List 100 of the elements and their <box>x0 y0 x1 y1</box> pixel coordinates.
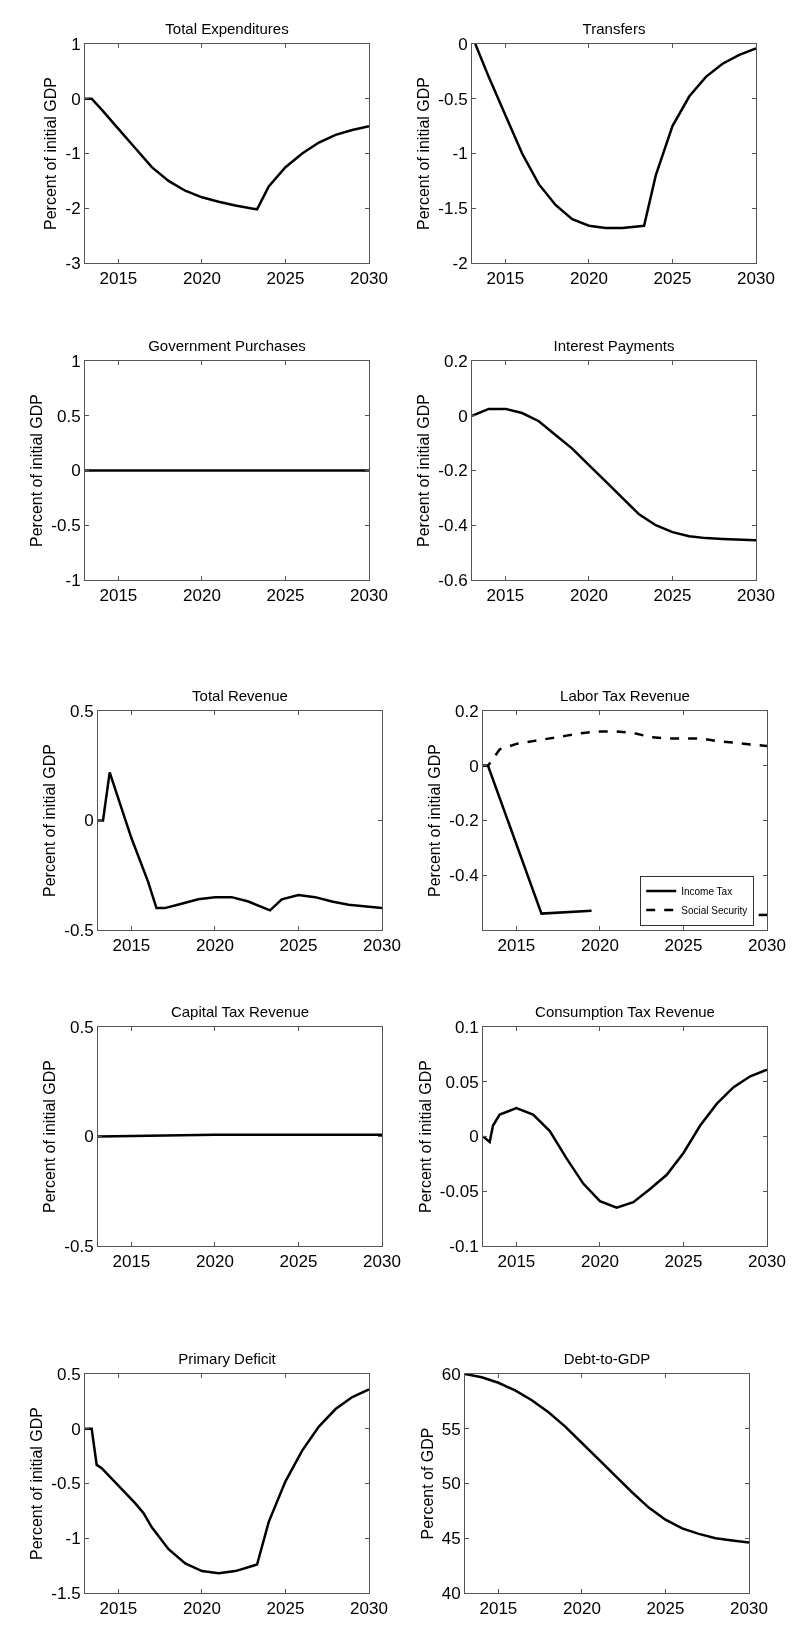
y-tick-label: 0 <box>71 1419 81 1439</box>
x-tick-label: 2025 <box>653 269 692 289</box>
y-tick-label: 0.5 <box>56 406 81 426</box>
line-series <box>98 771 382 912</box>
x-tick-label: 2015 <box>497 936 536 956</box>
y-tick-label: -0.5 <box>64 1236 94 1256</box>
y-tick-label: 0.05 <box>445 1072 479 1092</box>
line-series <box>85 97 369 211</box>
y-tick-label: -0.05 <box>439 1182 479 1202</box>
y-tick-label: 55 <box>441 1419 461 1439</box>
y-axis-title: Percent of initial GDP <box>415 394 433 547</box>
y-tick-label: -1 <box>65 1529 81 1549</box>
y-tick-label: -1 <box>65 144 81 164</box>
y-tick-label: -1.5 <box>438 199 468 219</box>
x-tick-label: 2015 <box>486 586 525 606</box>
y-tick-label: -3 <box>65 253 81 273</box>
y-tick-label: 50 <box>441 1474 461 1494</box>
y-tick-label: 0.5 <box>69 1017 94 1037</box>
x-tick-label: 2015 <box>99 586 138 606</box>
y-tick-label: -0.5 <box>51 1474 81 1494</box>
x-tick-label: 2025 <box>664 936 703 956</box>
x-tick-label: 2030 <box>350 1599 388 1619</box>
x-tick-label: 2020 <box>563 1599 601 1619</box>
y-axis-title: Percent of GDP <box>418 1427 436 1540</box>
x-tick-label: 2025 <box>646 1599 685 1619</box>
x-tick-label: 2015 <box>112 1252 151 1272</box>
y-tick-label: 0 <box>469 1127 479 1147</box>
y-tick-label: -0.4 <box>438 516 468 536</box>
y-tick-label: 0 <box>71 461 81 481</box>
x-tick-label: 2015 <box>479 1599 518 1619</box>
y-tick-label: 0.5 <box>69 701 94 721</box>
line-series <box>474 44 756 230</box>
chart-title: Primary Deficit <box>178 1350 277 1367</box>
x-tick-label: 2030 <box>363 1252 401 1272</box>
y-tick-label: -0.4 <box>449 866 479 886</box>
y-tick-label: -0.2 <box>438 461 468 481</box>
x-tick-label: 2030 <box>748 936 786 956</box>
line-series <box>465 1374 749 1544</box>
x-tick-label: 2025 <box>279 1252 318 1272</box>
chart-title: Capital Tax Revenue <box>170 1003 310 1020</box>
y-axis-title: Percent of initial GDP <box>415 77 433 230</box>
y-tick-label: -0.2 <box>449 811 479 831</box>
x-tick-label: 2015 <box>99 1599 138 1619</box>
x-tick-label: 2025 <box>664 1252 703 1272</box>
y-tick-label: -0.5 <box>51 516 81 536</box>
y-tick-label: 0 <box>458 34 468 54</box>
legend-label: Income Tax <box>681 886 733 898</box>
y-tick-label: 0 <box>458 406 468 426</box>
x-tick-label: 2015 <box>112 936 151 956</box>
y-axis-title: Percent of initial GDP <box>41 744 59 897</box>
chart-title: Interest Payments <box>553 337 675 354</box>
y-axis-title: Percent of initial GDP <box>28 1407 46 1560</box>
y-tick-label: 45 <box>441 1529 461 1549</box>
x-tick-label: 2020 <box>570 586 608 606</box>
y-tick-label: 0 <box>469 756 479 776</box>
y-axis-title: Percent of initial GDP <box>426 744 444 897</box>
x-tick-label: 2030 <box>363 936 401 956</box>
y-tick-label: 0.1 <box>454 1017 479 1037</box>
x-tick-label: 2030 <box>350 586 388 606</box>
line-series <box>483 1068 767 1209</box>
y-tick-label: -0.1 <box>449 1236 479 1256</box>
chart-title: Total Revenue <box>192 687 288 704</box>
x-tick-label: 2020 <box>570 269 608 289</box>
y-tick-label: 0.2 <box>443 351 468 371</box>
x-tick-label: 2020 <box>183 586 221 606</box>
y-tick-label: -1.5 <box>51 1583 81 1603</box>
x-tick-label: 2025 <box>653 586 692 606</box>
x-tick-label: 2020 <box>196 936 234 956</box>
x-tick-label: 2020 <box>183 1599 221 1619</box>
chart-title: Consumption Tax Revenue <box>535 1003 715 1020</box>
y-tick-label: 0.2 <box>454 701 479 721</box>
line-series <box>472 407 756 542</box>
x-tick-label: 2030 <box>350 269 388 289</box>
y-tick-label: 1 <box>71 351 81 371</box>
y-axis-title: Percent of initial GDP <box>42 77 60 230</box>
x-tick-label: 2025 <box>266 1599 305 1619</box>
y-tick-label: -0.5 <box>64 920 94 940</box>
chart-title: Total Expenditures <box>165 20 289 37</box>
x-tick-label: 2015 <box>99 269 138 289</box>
x-tick-label: 2025 <box>266 586 305 606</box>
y-axis-title: Percent of initial GDP <box>41 1060 59 1213</box>
chart-title: Government Purchases <box>148 337 306 354</box>
x-tick-label: 2030 <box>737 586 775 606</box>
y-tick-label: -2 <box>65 199 81 219</box>
x-tick-label: 2015 <box>497 1252 536 1272</box>
x-tick-label: 2020 <box>196 1252 234 1272</box>
chart-title: Labor Tax Revenue <box>560 687 690 704</box>
x-tick-label: 2030 <box>748 1252 786 1272</box>
chart-title: Debt-to-GDP <box>563 1350 651 1367</box>
y-tick-label: 0 <box>71 89 81 109</box>
y-tick-label: 0 <box>84 811 94 831</box>
y-tick-label: -0.6 <box>438 570 468 590</box>
x-tick-label: 2020 <box>581 1252 619 1272</box>
x-tick-label: 2025 <box>266 269 305 289</box>
y-tick-label: -2 <box>452 253 468 273</box>
line-series <box>85 1388 369 1575</box>
y-tick-label: 0 <box>84 1127 94 1147</box>
y-tick-label: 0.5 <box>56 1364 81 1384</box>
x-tick-label: 2015 <box>486 269 525 289</box>
x-tick-label: 2030 <box>730 1599 768 1619</box>
